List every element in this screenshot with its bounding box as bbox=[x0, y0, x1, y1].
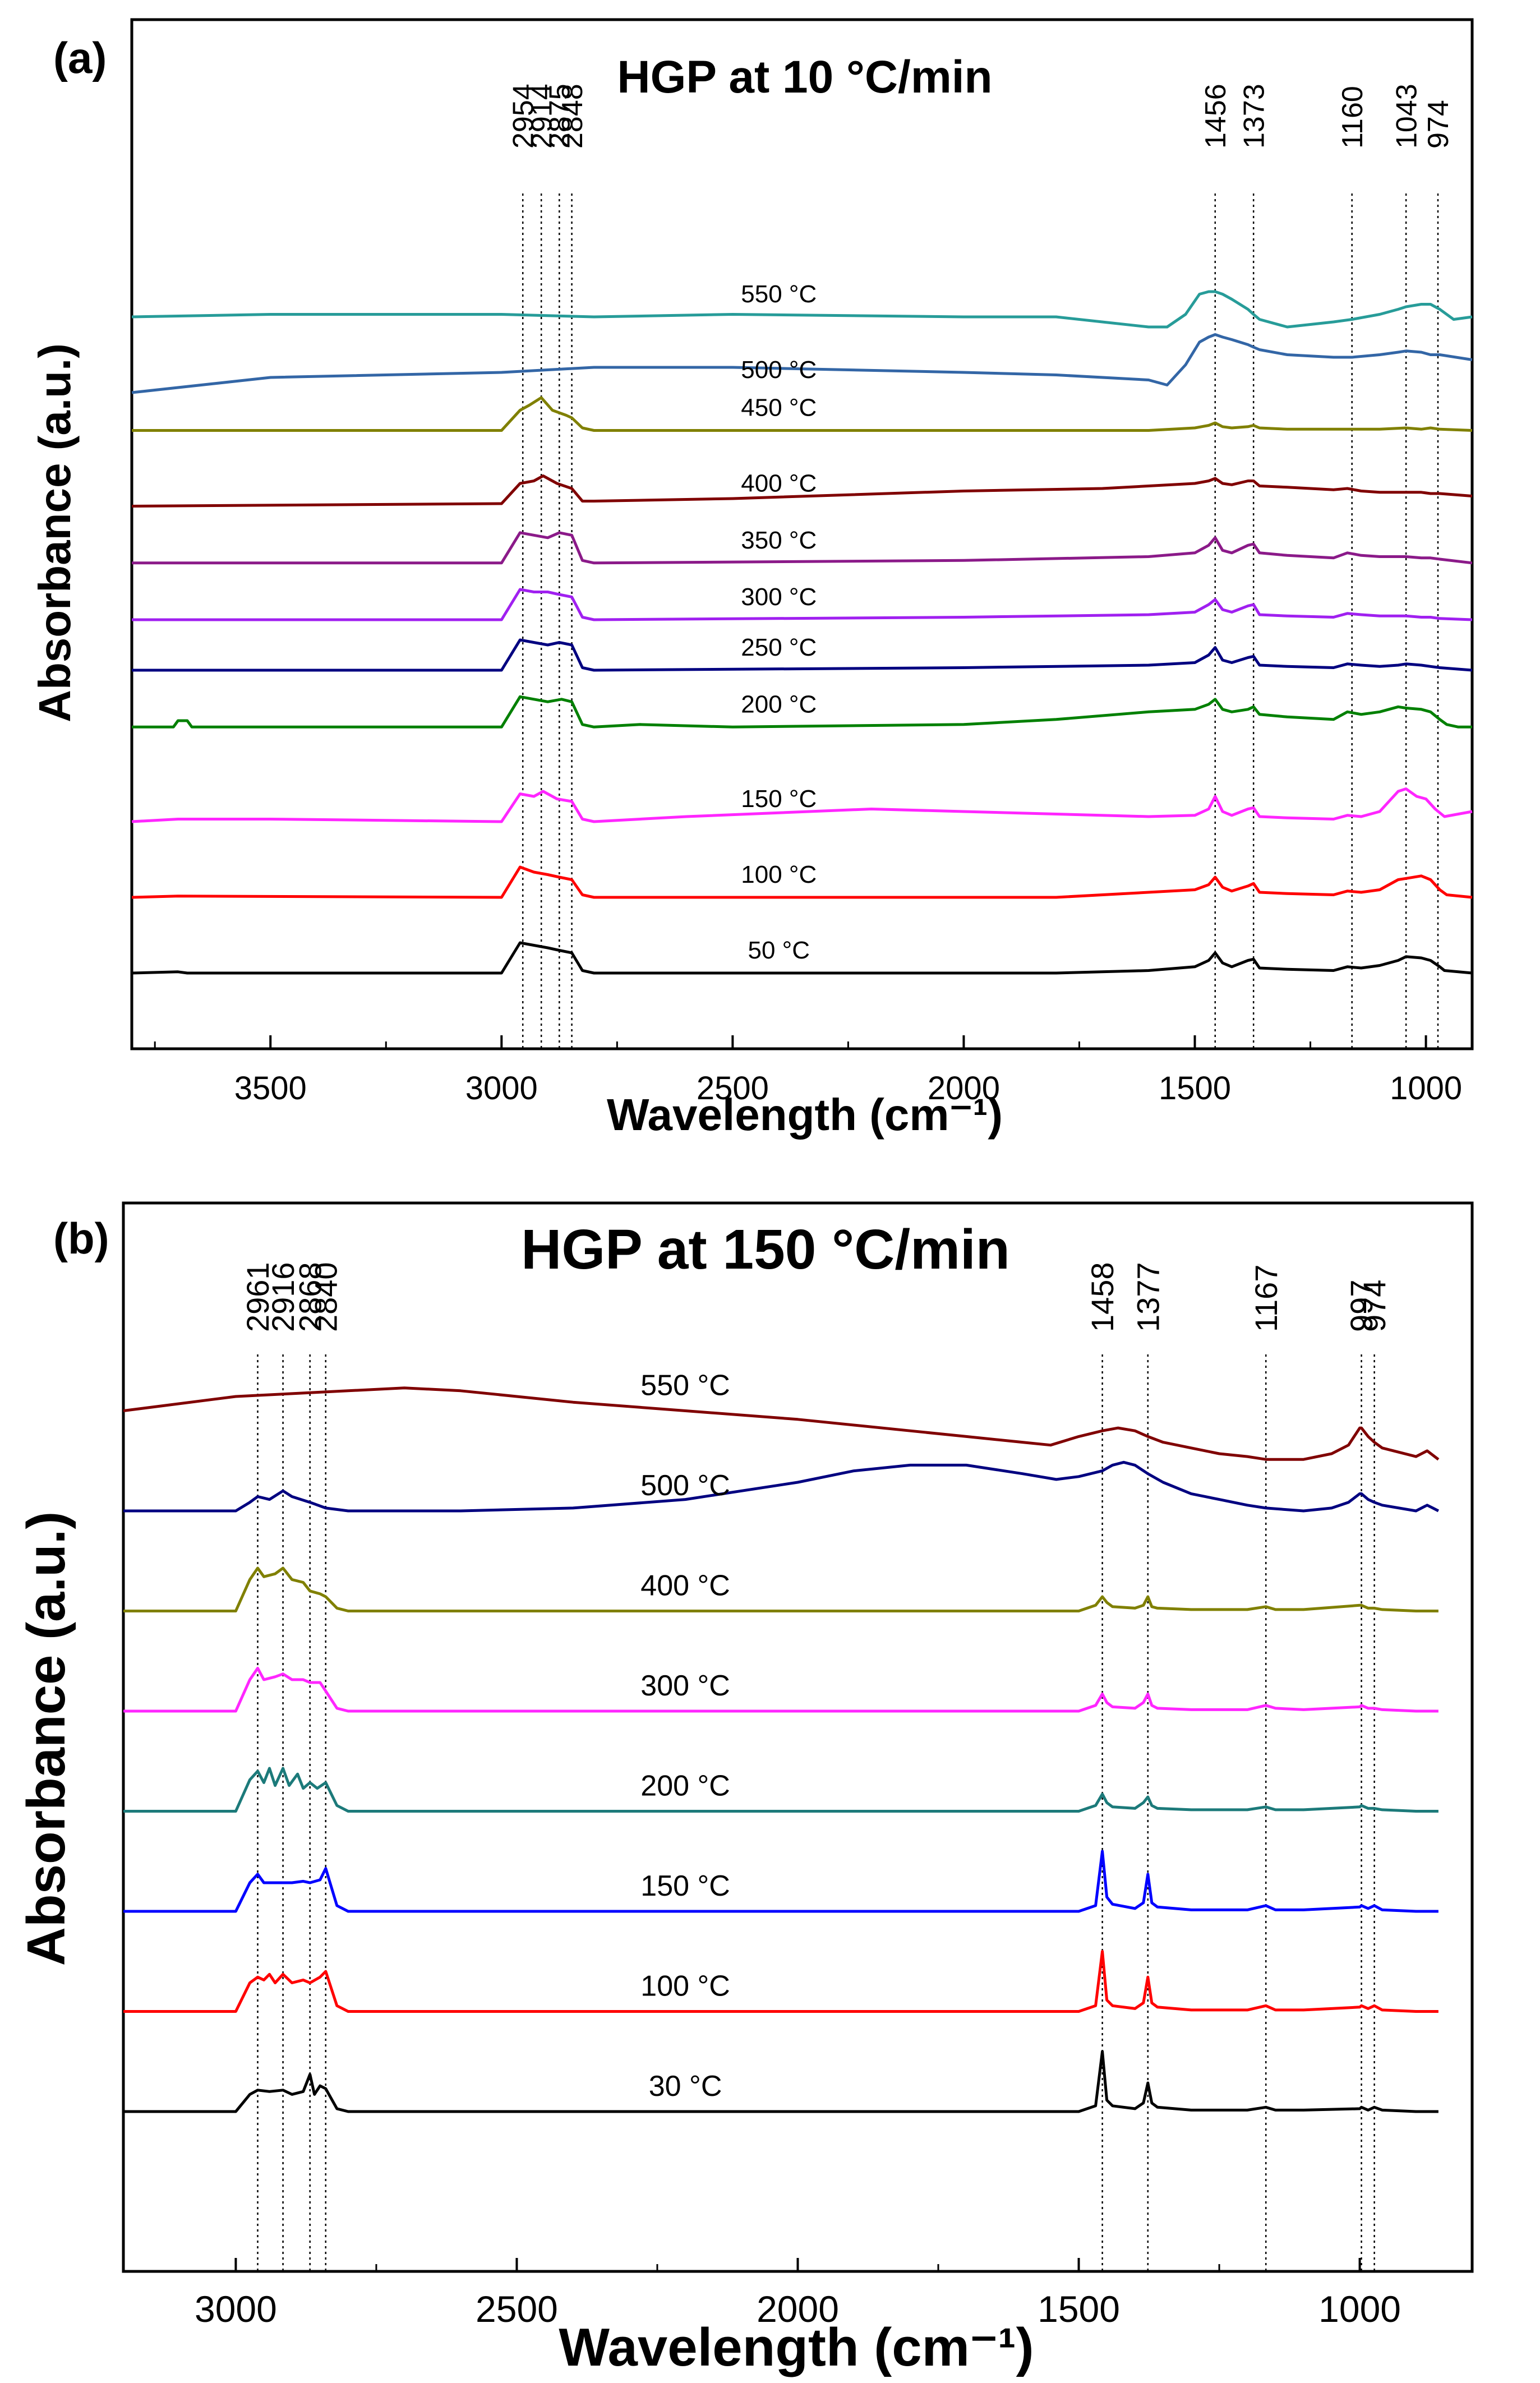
series-line bbox=[123, 2050, 1438, 2113]
reference-label: 2916 bbox=[265, 1262, 301, 1332]
curve-label: 400 °C bbox=[640, 1570, 730, 1602]
curve-labels-a: 50 °C 100 °C 150 °C 200 °C 250 °C 300 °C 350 °… bbox=[741, 280, 817, 964]
reference-label: 974 bbox=[1422, 100, 1455, 149]
reference-label: 2914 bbox=[525, 84, 558, 149]
series-line bbox=[123, 1460, 1440, 1513]
x-tick-label: 2000 bbox=[757, 2288, 839, 2330]
series-line bbox=[123, 1667, 1438, 1713]
series-line bbox=[123, 1767, 1438, 1813]
curve-label: 150 °C bbox=[640, 1870, 730, 1902]
series-line bbox=[131, 290, 1473, 329]
reference-label: 997 bbox=[1344, 1280, 1379, 1332]
series-line bbox=[123, 1949, 1438, 2013]
reference-label: 2848 bbox=[556, 84, 589, 149]
y-axis-label-a: Absorbance (a.u.) bbox=[30, 343, 80, 722]
reference-label: 974 bbox=[1357, 1280, 1392, 1332]
curve-label: 200 °C bbox=[741, 690, 817, 718]
x-tick-label: 2500 bbox=[476, 2288, 558, 2330]
x-tick-label: 2500 bbox=[697, 1070, 769, 1107]
curve-label: 450 °C bbox=[741, 394, 817, 422]
curve-label: 550 °C bbox=[741, 280, 817, 308]
plot-area-a bbox=[130, 18, 1474, 1050]
curve-label: 50 °C bbox=[748, 937, 810, 964]
series-line bbox=[131, 787, 1473, 823]
reference-label: 1456 bbox=[1200, 84, 1232, 149]
curve-label: 500 °C bbox=[741, 356, 817, 384]
x-axis-ticks-a: 3500 3000 2500 2000 1500 1000 bbox=[154, 1035, 1462, 1107]
curve-label: 30 °C bbox=[649, 2070, 722, 2103]
x-axis-label-b: Wavelength (cm⁻¹) bbox=[559, 2317, 1034, 2377]
series-line bbox=[131, 941, 1473, 975]
series-line bbox=[131, 474, 1473, 508]
series-group-a bbox=[131, 290, 1473, 975]
curve-label: 300 °C bbox=[741, 583, 817, 611]
series-line bbox=[132, 695, 1472, 729]
series-line bbox=[123, 1850, 1438, 1913]
x-tick-label: 3000 bbox=[465, 1070, 538, 1107]
reference-label: 2875 bbox=[544, 84, 577, 149]
series-line bbox=[132, 638, 1473, 672]
curve-label: 400 °C bbox=[741, 470, 817, 497]
reference-label: 2954 bbox=[507, 84, 540, 149]
x-axis-ticks-b: 3000 2500 2000 1500 1000 bbox=[195, 2258, 1401, 2330]
reference-label: 2961 bbox=[240, 1262, 275, 1332]
reference-label: 1377 bbox=[1130, 1262, 1165, 1332]
chart-title-a: HGP at 10 °C/min bbox=[617, 52, 992, 103]
series-line bbox=[131, 865, 1473, 899]
curve-label: 100 °C bbox=[741, 861, 817, 888]
x-tick-label: 1500 bbox=[1038, 2288, 1120, 2330]
curve-label: 550 °C bbox=[640, 1370, 730, 1402]
curve-labels-b: 30 °C 100 °C 150 °C 200 °C 300 °C 400 °C 500 °… bbox=[640, 1370, 730, 2103]
series-line bbox=[123, 1386, 1440, 1461]
reference-label: 1458 bbox=[1085, 1262, 1120, 1332]
x-tick-label: 2000 bbox=[928, 1070, 1000, 1107]
y-axis-label-b: Absorbance (a.u.) bbox=[16, 1511, 76, 1966]
reference-label: 1043 bbox=[1390, 84, 1423, 149]
reference-label: 1160 bbox=[1336, 86, 1369, 149]
x-tick-label: 1500 bbox=[1159, 1070, 1231, 1107]
series-line bbox=[131, 333, 1473, 394]
x-tick-label: 1000 bbox=[1318, 2288, 1401, 2330]
panel-label-b: (b) bbox=[53, 1214, 109, 1263]
x-tick-label: 1000 bbox=[1390, 1070, 1462, 1107]
curve-label: 350 °C bbox=[741, 527, 817, 554]
x-tick-label: 3000 bbox=[195, 2288, 277, 2330]
series-line bbox=[123, 1566, 1438, 1612]
curve-label: 300 °C bbox=[640, 1670, 730, 1702]
series-line bbox=[132, 588, 1473, 621]
reference-label: 2840 bbox=[308, 1262, 343, 1332]
curve-label: 150 °C bbox=[741, 785, 817, 813]
reference-label: 1167 bbox=[1248, 1265, 1284, 1332]
reference-label: 2868 bbox=[292, 1262, 328, 1332]
series-line bbox=[132, 531, 1473, 565]
series-line bbox=[132, 396, 1473, 432]
chart-title-b: HGP at 150 °C/min bbox=[521, 1218, 1010, 1281]
panel-label-a: (a) bbox=[53, 33, 107, 82]
curve-label: 250 °C bbox=[741, 634, 817, 661]
x-axis-label-a: Wavelength (cm⁻¹) bbox=[607, 1090, 1003, 1140]
reference-label: 1373 bbox=[1238, 84, 1270, 149]
x-tick-label: 3500 bbox=[234, 1070, 307, 1107]
curve-label: 100 °C bbox=[640, 1970, 730, 2003]
series-group-b bbox=[123, 1386, 1440, 2113]
curve-label: 500 °C bbox=[640, 1469, 730, 1502]
curve-label: 200 °C bbox=[640, 1770, 730, 1803]
